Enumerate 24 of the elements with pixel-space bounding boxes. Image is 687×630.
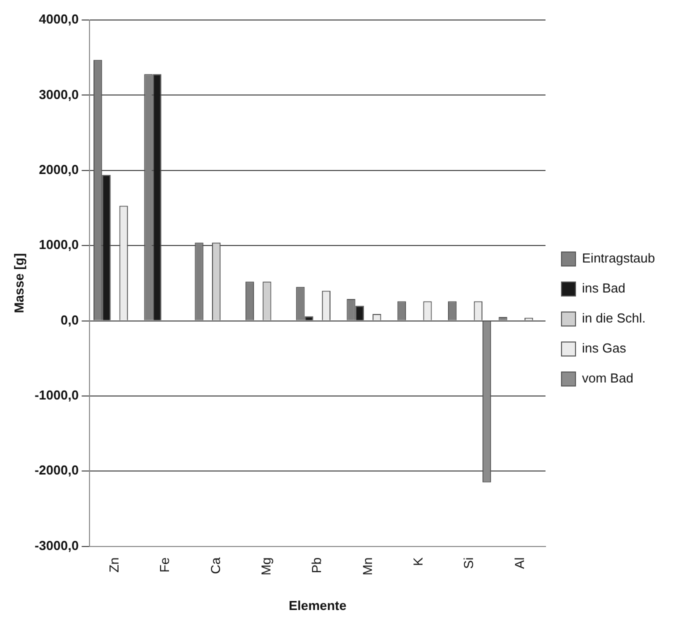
y-tick-label: -1000,0 — [34, 388, 79, 403]
y-tick-label: 3000,0 — [38, 86, 79, 102]
y-tick-label: 1000,0 — [38, 237, 79, 252]
x-tick-label: Pb — [309, 557, 324, 574]
x-tick-label: Mg — [258, 557, 274, 576]
legend-label: vom Bad — [582, 370, 634, 386]
x-tick-label: Al — [512, 557, 527, 569]
legend-label: ins Gas — [582, 340, 627, 356]
legend-label: in die Schl. — [582, 310, 646, 326]
legend-label: Eintragstaub — [582, 250, 656, 266]
y-tick-label: 0,0 — [60, 312, 79, 328]
x-tick-label: Ca — [208, 556, 223, 574]
x-tick-label: Zn — [106, 557, 122, 573]
x-tick-label: Si — [461, 557, 476, 569]
x-tick-label: Mn — [360, 557, 375, 576]
x-axis-title: Elemente — [288, 598, 347, 613]
y-tick-label: 2000,0 — [38, 162, 79, 177]
x-tick-label: Fe — [157, 557, 172, 573]
y-tick-label: 4000,0 — [38, 12, 79, 27]
legend-label: ins Bad — [582, 280, 626, 296]
x-tick-label: K — [410, 557, 426, 566]
y-tick-label: -2000,0 — [34, 462, 79, 478]
y-tick-label: -3000,0 — [34, 538, 79, 553]
y-axis-title: Masse [g] — [11, 253, 26, 314]
